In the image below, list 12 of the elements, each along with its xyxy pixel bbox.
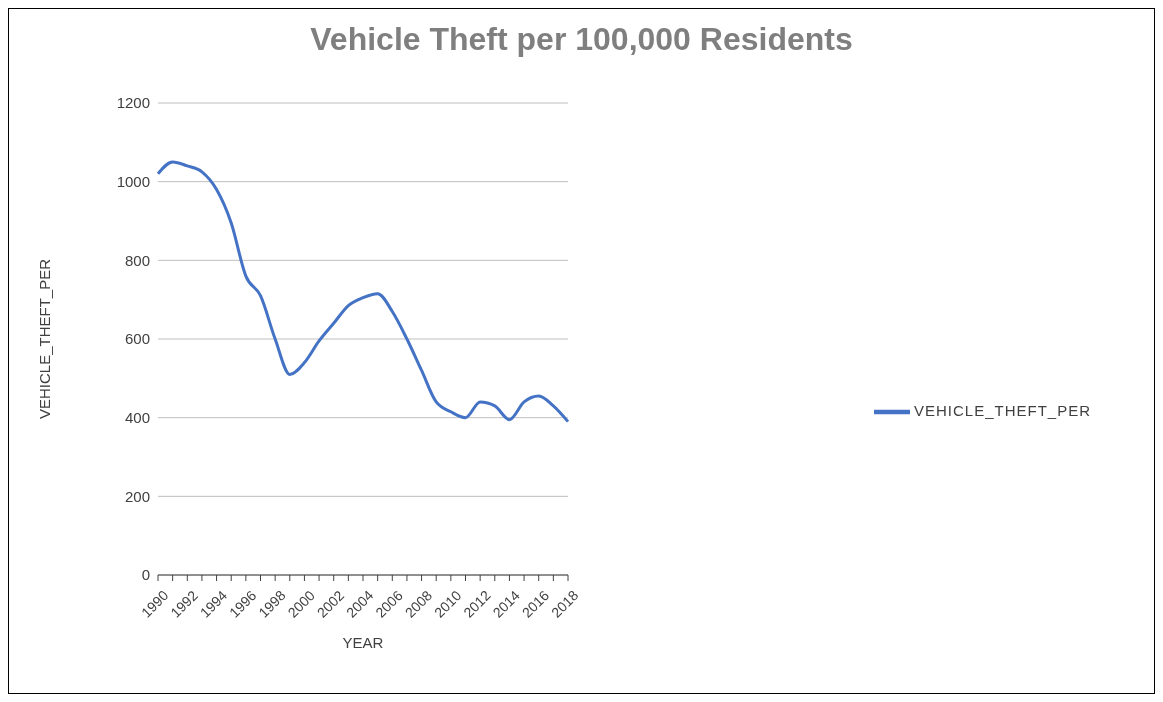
y-tick-label: 0 xyxy=(141,566,150,584)
y-tick-label: 200 xyxy=(124,487,150,505)
x-axis-title: YEAR xyxy=(342,633,384,651)
chart-title: Vehicle Theft per 100,000 Residents xyxy=(309,21,854,58)
y-tick-label: 400 xyxy=(124,408,150,426)
y-tick-label: 600 xyxy=(124,330,150,348)
y-tick-label: 800 xyxy=(124,251,150,269)
legend-label: VEHICLE_THEFT_PER xyxy=(914,402,1092,420)
y-tick-label: 1200 xyxy=(116,94,150,112)
y-axis-title: VEHICLE_THEFT_PER xyxy=(36,258,54,420)
y-tick-label: 1000 xyxy=(116,172,150,190)
line-series xyxy=(156,160,570,424)
